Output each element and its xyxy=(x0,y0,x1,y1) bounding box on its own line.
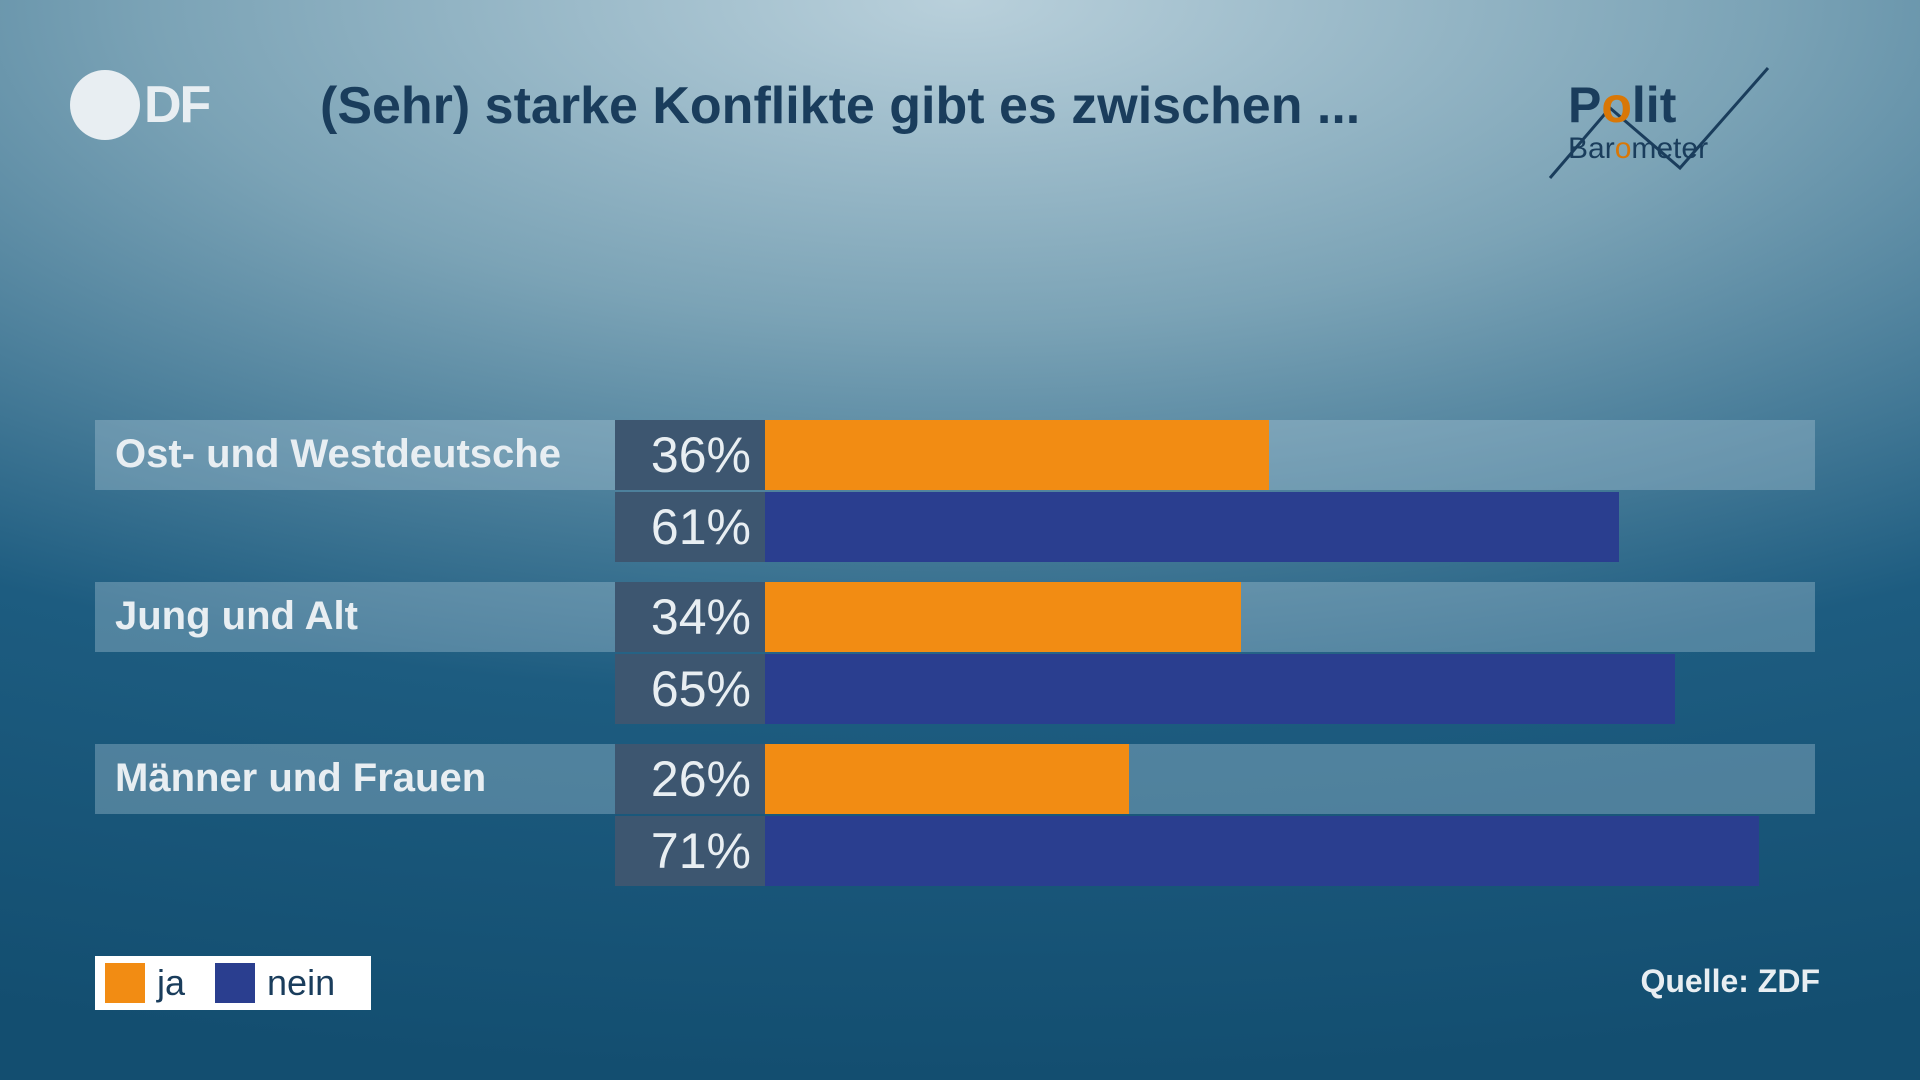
category-label: Männer und Frauen xyxy=(95,744,615,814)
politbarometer-logo: Polit Barometer xyxy=(1510,58,1830,188)
chart-group: Ost- und Westdeutsche36%61% xyxy=(95,420,1815,562)
zdf-logo-text: DF xyxy=(144,75,209,135)
chart-row: 61% xyxy=(95,492,1815,562)
chart-row: Männer und Frauen26% xyxy=(95,744,1815,814)
chart-group: Jung und Alt34%65% xyxy=(95,582,1815,724)
zdf-logo-circle xyxy=(70,70,140,140)
chart-title: (Sehr) starke Konflikte gibt es zwischen… xyxy=(320,76,1360,136)
bar-fill-nein xyxy=(765,654,1675,724)
chart-row: 65% xyxy=(95,654,1815,724)
bar-track xyxy=(765,654,1815,724)
header: DF (Sehr) starke Konflikte gibt es zwisc… xyxy=(0,40,1920,180)
category-label: Ost- und Westdeutsche xyxy=(95,420,615,490)
chart-row: Jung und Alt34% xyxy=(95,582,1815,652)
politbarometer-line1: Polit xyxy=(1568,80,1676,130)
legend: ja nein xyxy=(95,956,371,1010)
chart-group: Männer und Frauen26%71% xyxy=(95,744,1815,886)
zdf-logo: DF xyxy=(70,70,209,140)
legend-label-ja: ja xyxy=(157,962,185,1004)
bar-track xyxy=(765,744,1815,814)
bar-fill-nein xyxy=(765,816,1759,886)
politbarometer-line2: Barometer xyxy=(1568,132,1708,166)
value-label: 26% xyxy=(615,744,765,814)
value-label: 36% xyxy=(615,420,765,490)
chart-row: Ost- und Westdeutsche36% xyxy=(95,420,1815,490)
bar-fill-ja xyxy=(765,420,1269,490)
category-label xyxy=(95,816,615,886)
legend-swatch-nein xyxy=(215,963,255,1003)
bar-chart: Ost- und Westdeutsche36%61%Jung und Alt3… xyxy=(95,420,1815,906)
value-label: 34% xyxy=(615,582,765,652)
bar-track xyxy=(765,492,1815,562)
source-label: Quelle: ZDF xyxy=(1640,963,1820,1000)
bar-fill-nein xyxy=(765,492,1619,562)
value-label: 65% xyxy=(615,654,765,724)
category-label xyxy=(95,492,615,562)
bar-track xyxy=(765,582,1815,652)
category-label xyxy=(95,654,615,724)
chart-row: 71% xyxy=(95,816,1815,886)
bar-track xyxy=(765,420,1815,490)
value-label: 71% xyxy=(615,816,765,886)
bar-fill-ja xyxy=(765,582,1241,652)
bar-fill-ja xyxy=(765,744,1129,814)
legend-swatch-ja xyxy=(105,963,145,1003)
category-label: Jung und Alt xyxy=(95,582,615,652)
legend-label-nein: nein xyxy=(267,962,335,1004)
value-label: 61% xyxy=(615,492,765,562)
bar-track xyxy=(765,816,1815,886)
